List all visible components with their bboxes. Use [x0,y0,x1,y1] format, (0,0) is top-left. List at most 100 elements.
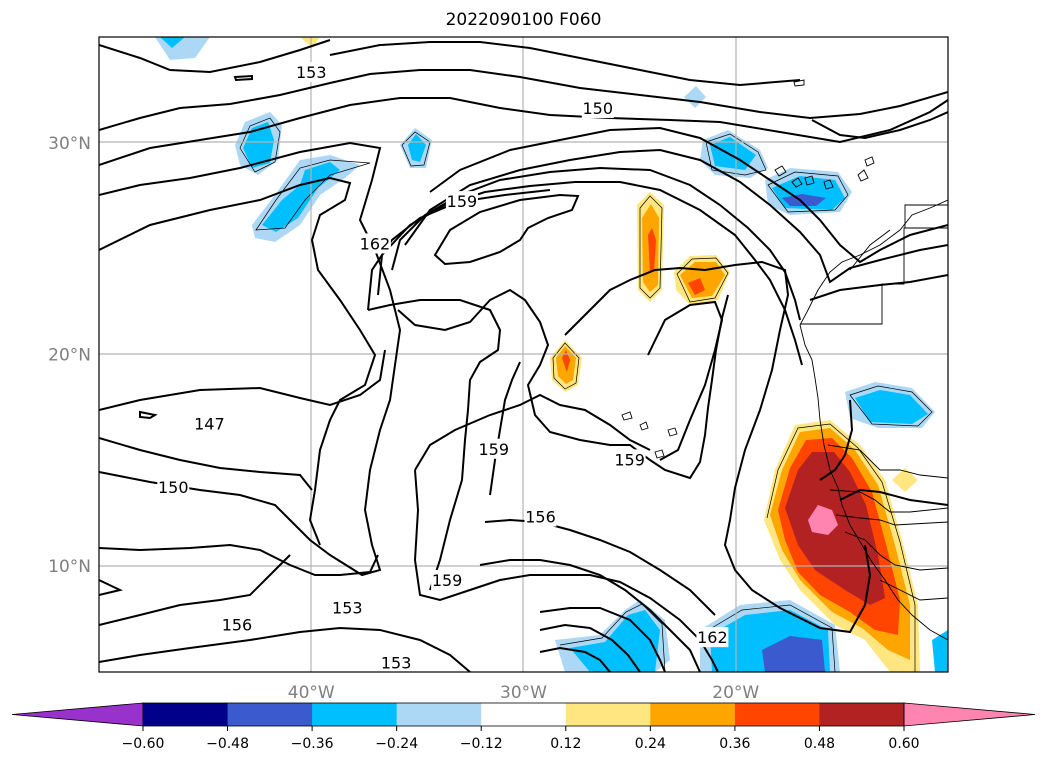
shade-warm-area [562,350,570,372]
contour-label: 162 [697,628,728,647]
island-outline [823,179,834,190]
contour-label: 156 [63,61,94,80]
contour-label-halo [295,61,328,82]
longitude-label: 20°W [712,683,759,703]
contour-line [484,518,716,616]
contour-line [429,126,948,264]
contour-line [99,437,313,491]
shade-outline [559,603,666,672]
contour-line [539,623,641,672]
longitude-label: 40°W [288,683,335,703]
contour-label: 156 [525,507,556,526]
colorbar-tick-label: 0.36 [719,736,750,752]
colorbar-segment [650,703,736,726]
contour-line [433,193,580,266]
contour-label-halo [378,671,411,672]
shade-warm-area [688,278,705,295]
latitude-label: 20°N [48,346,91,366]
contour-label-halo [331,597,364,618]
shade-outline [552,342,580,390]
latitude-label: 30°N [48,134,91,154]
contour-label-halo [613,449,646,470]
contour-line [539,646,611,672]
contour-line [99,579,123,596]
shade-warm-area [892,468,918,492]
border-line [904,204,948,228]
colorbar-tick-label: 0.48 [804,736,835,752]
contour-label-halo [62,60,94,80]
shade-blue-area [243,122,274,168]
colorbar-segment [734,703,820,726]
colorbar-tick-label: −0.12 [460,736,503,752]
contour-line [99,543,379,576]
colorbar-segment [143,703,229,726]
shade-outline [766,423,916,672]
border-line [827,444,948,479]
contour-line [233,74,253,82]
contour-label-halo [445,191,478,212]
shade-blue-area [710,137,756,170]
contour-line [839,488,948,506]
colorbar-tick-label: −0.48 [206,736,249,752]
contour-line [809,274,948,301]
colorbar-segment [396,703,482,726]
contour-line [564,260,872,634]
contour-label-layer: 1531561531501591621471501531561531591531… [62,60,729,698]
contour-label-halo [477,438,510,459]
shade-outline [239,117,281,173]
contour-label: 153 [381,654,412,673]
contour-label: 150 [379,673,410,692]
shade-warm-area [680,262,725,298]
contour-line [99,141,402,577]
shade-blue-area [160,37,185,48]
island-outline [793,79,805,87]
contour-line [99,97,948,166]
colorbar-segment [819,703,905,726]
shade-outline [704,604,836,672]
shade-outline-layer [239,117,933,672]
contour-line [99,39,331,74]
shade-outline [255,159,371,231]
contour-label-halo [193,413,226,434]
contour-label: 156 [222,615,253,634]
shade-blue-area [932,630,948,672]
island-outline [654,449,665,459]
island-outline [857,169,869,182]
colorbar-tick-label: 0.12 [550,736,581,752]
colorbar-tick-label: −0.36 [291,736,334,752]
contour-label: 159 [614,450,645,469]
contour-label: 150 [158,478,189,497]
contour-label-halo [524,506,557,527]
shade-warm-area [785,452,885,605]
island-outline [804,175,815,186]
contour-line [99,176,377,546]
shade-blue-area [762,636,825,672]
border-line [844,531,948,571]
contour-line [329,41,801,87]
shade-warm-area [808,505,838,535]
shade-blue-area [408,134,426,162]
colorbar-tick-label: −0.24 [375,736,418,752]
shade-outline [676,257,729,303]
contour-label: 147 [194,414,225,433]
colorbar-segment [227,703,313,726]
contour-line [413,469,719,672]
contour-label: 159 [432,571,463,590]
contour-line [367,299,502,591]
contour-line [367,189,551,311]
longitude-label-layer: 40°W 30°W 20°W [288,683,760,703]
shade-blue-area [855,390,928,424]
longitude-label: 30°W [500,683,547,703]
coastline-layer [621,79,948,641]
contour-line [479,559,701,672]
contour-line [99,349,386,411]
contour-line [414,393,651,471]
latitude-label: 10°N [48,557,91,577]
contour-label: 153 [332,599,363,618]
contour-label: 153 [147,679,178,698]
contour-line [139,410,158,420]
island-outline [774,165,787,177]
colorbar-segment [565,703,651,726]
contour-layer [99,39,948,672]
